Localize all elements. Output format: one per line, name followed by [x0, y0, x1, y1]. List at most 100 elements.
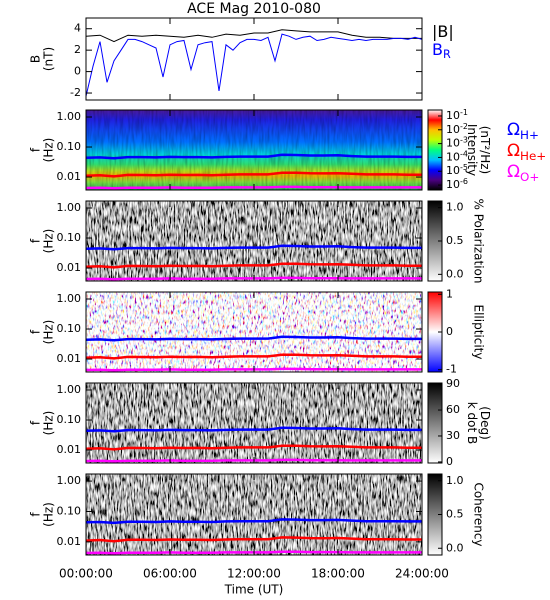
colorbar-tick-label: 0.0 [446, 267, 464, 280]
colorbar-tick-label-base: 10 [446, 164, 460, 177]
y-axis-label: f [29, 147, 43, 152]
colorbar-tick-label-base: 0.0 [446, 267, 464, 280]
y-tick-label: 0.01 [57, 261, 82, 274]
colorbar-tick-label-exponent: -4 [460, 149, 468, 158]
colorbar-tick-label-base: 10 [446, 123, 460, 136]
y-axis-label: (Hz) [42, 229, 56, 254]
y-axis-label: (nT) [42, 47, 56, 71]
legend-entry-subscript: O+ [520, 170, 539, 184]
colorbar-tick-label: 0 [446, 455, 453, 468]
colorbar-tick-label: 10-4 [446, 149, 468, 164]
y-axis-label: f [29, 329, 43, 334]
y-tick-label: 0.10 [57, 413, 82, 426]
y-axis-label: B [29, 55, 43, 63]
colorbar-label: Coherency [472, 482, 486, 546]
gyrofrequency-line [85, 171, 422, 178]
gyrofrequency-line [85, 335, 422, 342]
y-axis-label: (Hz) [42, 411, 56, 436]
legend-entry: ΩHe+ [507, 141, 546, 163]
colorbar-label: % Polarization [472, 199, 486, 284]
y-tick-label: 2 [74, 43, 81, 56]
colorbar-tick-label: 0.5 [446, 508, 464, 521]
y-axis-label: f [29, 512, 43, 517]
x-tick-label: 12:00:00 [227, 567, 281, 581]
legend-entry-text: Ω [507, 162, 520, 182]
panel: 0 30 60 90 k dot B (Deg) 0.01 0.10 1.00 f (Hz) [29, 377, 493, 468]
spectrogram-background [86, 292, 422, 372]
spectrogram-texture [86, 110, 422, 190]
legend-entry-text: Ω [507, 120, 520, 140]
y-tick-label: 0.10 [57, 322, 82, 335]
gyrofrequency-line [85, 426, 422, 433]
colorbar-tick-label-base: 0.5 [446, 508, 464, 521]
y-tick-label: 0.01 [57, 170, 82, 183]
colorbar-tick-label: 0 [446, 325, 453, 338]
y-tick-label: 0.10 [57, 140, 82, 153]
chart-title: ACE Mag 2010-080 [187, 1, 321, 17]
colorbar-tick-label-base: 1.0 [446, 474, 464, 487]
colorbar-tick-label-exponent: -3 [460, 135, 468, 144]
colorbar-tick-label-exponent: -6 [460, 177, 468, 186]
colorbar-tick-label: 10-3 [446, 135, 468, 150]
gyrofrequency-line [85, 444, 422, 451]
y-tick-label: 1.00 [57, 292, 82, 305]
panel: 0.0 0.5 1.0 % Polarization 0.01 0.10 1.00 f (Hz) [29, 199, 486, 284]
y-axis-label: (Hz) [42, 502, 56, 527]
colorbar-label: Ellipticity [472, 305, 486, 360]
colorbar-label: (Deg) [478, 406, 492, 440]
y-tick-label: 1.00 [57, 474, 82, 487]
line-series [85, 29, 422, 43]
gyrofrequency-line [85, 536, 422, 543]
line-series [85, 33, 423, 97]
colorbar-tick-label: 10-1 [446, 107, 468, 122]
panel: -1 0 1 Ellipticity 0.01 0.10 1.00 f (Hz) [29, 287, 486, 375]
legend-entry: ΩO+ [507, 162, 539, 184]
y-tick-label: 1.00 [57, 383, 82, 396]
y-tick-label: -2 [70, 86, 81, 99]
colorbar-label: Intensity [465, 124, 479, 176]
colorbar-tick-label-base: 10 [446, 150, 460, 163]
colorbar-tick-label: 0.5 [446, 234, 464, 247]
gyrofrequency-line [85, 518, 422, 525]
colorbar-tick-label-base: 0.0 [446, 541, 464, 554]
y-axis-label: f [29, 238, 43, 243]
gyrofrequency-line [85, 353, 422, 360]
colorbar-label: k dot B [465, 402, 479, 444]
legend-entry-text: Ω [507, 141, 520, 161]
panel: 0.0 0.5 1.0 Coherency 0.01 0.10 1.00 f (Hz) 00:00… [29, 473, 486, 597]
colorbar-tick-label-exponent: -2 [460, 121, 468, 130]
y-tick-label: 0.01 [57, 352, 82, 365]
colorbar-tick-label: 10-6 [446, 177, 468, 192]
x-tick-label: 00:00:00 [59, 567, 113, 581]
colorbar-tick-label-exponent: -5 [460, 163, 468, 172]
x-tick-label: 06:00:00 [143, 567, 197, 581]
y-tick-label: 1.00 [57, 201, 82, 214]
colorbar-tick-label-base: 0.5 [446, 234, 464, 247]
colorbar-tick-label: 10-2 [446, 121, 468, 136]
colorbar-tick-label-base: 10 [446, 137, 460, 150]
colorbar-tick-label: 60 [446, 403, 460, 416]
legend-entry: |B| [432, 22, 454, 41]
y-axis-label: f [29, 420, 43, 425]
y-tick-label: 0.01 [57, 535, 82, 548]
legend-entry: BR [432, 40, 451, 62]
colorbar-tick-label-base: 10 [446, 178, 460, 191]
colorbar [427, 109, 443, 191]
spectrogram-background [86, 383, 422, 463]
gyrofrequency-line [85, 153, 422, 160]
y-tick-label: 1.00 [57, 110, 82, 123]
y-tick-label: 0 [74, 65, 81, 78]
colorbar-tick-label-base: 10 [446, 109, 460, 122]
colorbar-tick-label: 30 [446, 429, 460, 442]
legend-entry-subscript: R [443, 48, 451, 61]
colorbar-tick-label: -1 [446, 363, 457, 376]
y-tick-label: 0.01 [57, 443, 82, 456]
plot-frame [85, 17, 423, 101]
colorbar-tick-label: 90 [446, 377, 460, 390]
gyrofrequency-line [85, 244, 422, 251]
gyrofrequency-line [85, 262, 422, 269]
colorbar-tick-label: 1 [446, 287, 453, 300]
colorbar-tick-label-base: 1.0 [446, 201, 464, 214]
x-axis-label: Time (UT) [224, 583, 284, 597]
x-tick-label: 24:00:00 [395, 567, 449, 581]
